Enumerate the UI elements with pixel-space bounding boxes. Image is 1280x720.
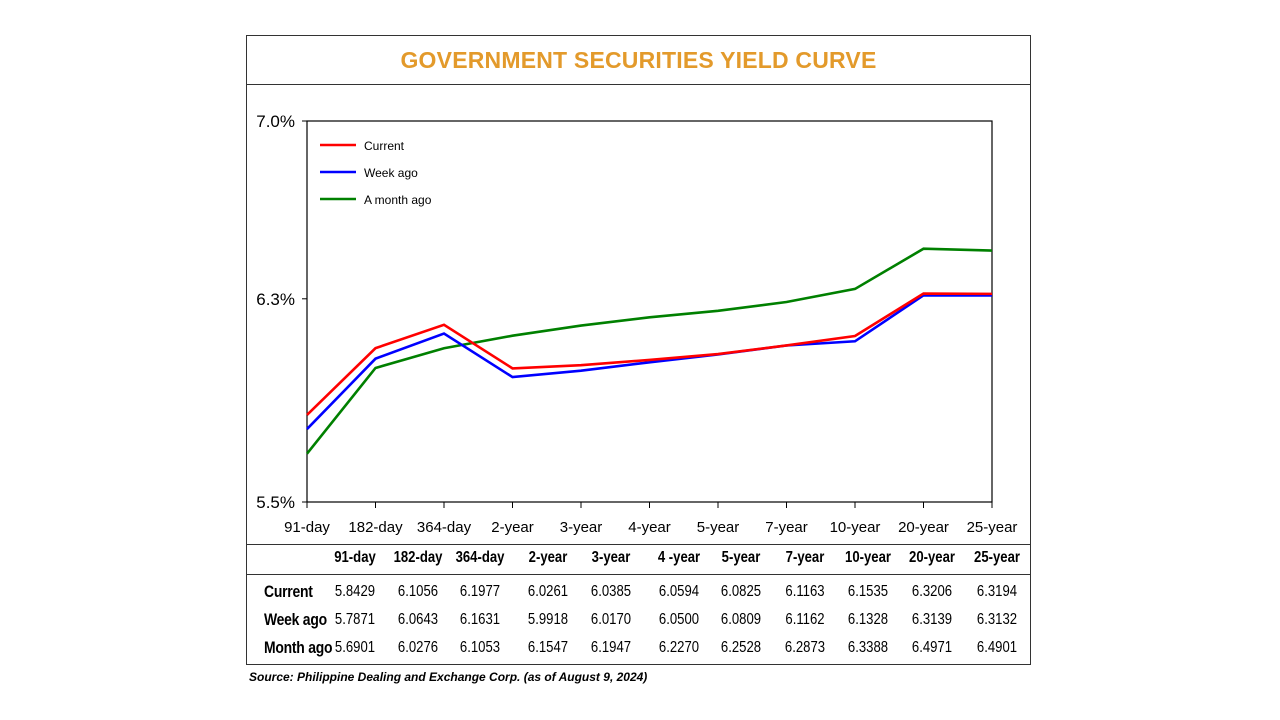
table-cell: 6.0500 <box>658 611 700 628</box>
table-cell: 6.0261 <box>527 583 569 600</box>
table-cell: 6.3206 <box>911 583 953 600</box>
table-cell: 6.3139 <box>911 611 953 628</box>
title-bar: GOVERNMENT SECURITIES YIELD CURVE <box>247 36 1030 85</box>
legend-label: Current <box>364 139 405 153</box>
table-cell: 6.0825 <box>720 583 762 600</box>
x-tick-label: 364-day <box>417 519 472 536</box>
table-cell: 5.6901 <box>334 639 376 656</box>
table-cell: 5.7871 <box>334 611 376 628</box>
table-header-cell: 4 -year <box>657 549 701 566</box>
table-cell: 6.2270 <box>658 639 700 656</box>
table-cell: 6.1163 <box>785 583 825 600</box>
table-cell: 6.0594 <box>658 583 700 600</box>
table-cell: 6.0643 <box>397 611 439 628</box>
legend-label: Week ago <box>364 166 418 180</box>
x-tick-label: 5-year <box>697 519 740 536</box>
y-tick-label: 5.5% <box>256 493 295 512</box>
table-header-cell: 10-year <box>845 549 891 566</box>
legend-label: A month ago <box>364 193 432 207</box>
table-cell: 6.1328 <box>847 611 889 628</box>
table-cell: 6.1977 <box>459 583 501 600</box>
table-row-label: Week ago <box>264 610 327 629</box>
table-cell: 5.9918 <box>527 611 569 628</box>
y-tick-label: 7.0% <box>256 112 295 131</box>
table-header-cell: 5-year <box>721 549 761 566</box>
table-top-divider <box>247 544 1030 545</box>
chart-title: GOVERNMENT SECURITIES YIELD CURVE <box>400 46 877 73</box>
table-cell: 6.1535 <box>847 583 889 600</box>
x-tick-label: 7-year <box>765 519 808 536</box>
source-note: Source: Philippine Dealing and Exchange … <box>249 670 648 684</box>
table-cell: 6.0385 <box>590 583 632 600</box>
x-tick-label: 91-day <box>284 519 330 536</box>
table-header-cell: 2-year <box>528 549 568 566</box>
x-tick-label: 3-year <box>560 519 603 536</box>
table-cell: 6.4901 <box>976 639 1018 656</box>
table-cell: 6.1053 <box>459 639 501 656</box>
table-cell: 6.1162 <box>785 611 825 628</box>
series-line-a-month-ago <box>305 247 993 455</box>
y-tick-label: 6.3% <box>256 290 295 309</box>
x-tick-label: 10-year <box>830 519 881 536</box>
x-tick-label: 182-day <box>348 519 403 536</box>
table-cell: 6.2528 <box>720 639 762 656</box>
table-cell: 6.3132 <box>976 611 1018 628</box>
table-cell: 5.8429 <box>334 583 376 600</box>
x-tick-label: 2-year <box>491 519 534 536</box>
table-row-label: Month ago <box>264 638 333 657</box>
table-header-cell: 364-day <box>455 549 505 566</box>
table-header-cell: 182-day <box>393 549 443 566</box>
table-cell: 6.4971 <box>911 639 953 656</box>
table-cell: 6.3194 <box>976 583 1018 600</box>
table-cell: 6.1947 <box>590 639 632 656</box>
table-cell: 6.0170 <box>590 611 632 628</box>
table-cell: 6.0276 <box>397 639 439 656</box>
table-header-cell: 91-day <box>334 549 376 566</box>
table-cell: 6.0809 <box>720 611 762 628</box>
table-row-label: Current <box>264 582 313 601</box>
table-cell: 6.3388 <box>847 639 889 656</box>
table-cell: 6.1631 <box>459 611 501 628</box>
table-cell: 6.2873 <box>784 639 826 656</box>
table-header-cell: 3-year <box>591 549 631 566</box>
table-cell: 6.1056 <box>397 583 439 600</box>
table-header-cell: 20-year <box>909 549 955 566</box>
x-tick-label: 20-year <box>898 519 949 536</box>
chart-frame: GOVERNMENT SECURITIES YIELD CURVE 91-day… <box>246 35 1031 665</box>
x-tick-label: 25-year <box>967 519 1018 536</box>
table-cell: 6.1547 <box>527 639 569 656</box>
x-tick-label: 4-year <box>628 519 671 536</box>
series-line-current <box>306 292 993 416</box>
table-header-divider <box>247 574 1030 575</box>
series-line-week-ago <box>306 293 993 430</box>
table-header-cell: 7-year <box>785 549 825 566</box>
table-header-cell: 25-year <box>974 549 1020 566</box>
